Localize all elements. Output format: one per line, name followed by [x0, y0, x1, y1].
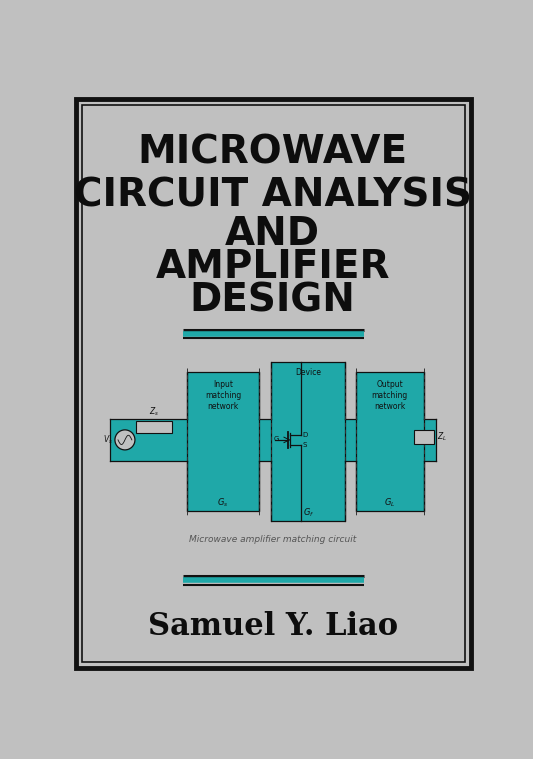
Text: $G_s$: $G_s$: [217, 497, 229, 509]
Bar: [271, 362, 345, 521]
Text: Microwave amplifier matching circuit: Microwave amplifier matching circuit: [189, 536, 357, 544]
Text: Input
matching
network: Input matching network: [205, 380, 241, 411]
Text: DESIGN: DESIGN: [190, 282, 356, 320]
Text: Samuel Y. Liao: Samuel Y. Liao: [148, 611, 398, 641]
Text: AMPLIFIER: AMPLIFIER: [156, 247, 390, 285]
Bar: [271, 362, 345, 521]
Text: CIRCUIT ANALYSIS: CIRCUIT ANALYSIS: [74, 176, 472, 214]
Text: $G_L$: $G_L$: [384, 497, 395, 509]
Text: $Z_L$: $Z_L$: [437, 430, 447, 443]
Text: Device: Device: [295, 368, 321, 377]
Text: $G_f$: $G_f$: [303, 507, 314, 519]
Text: S: S: [303, 442, 307, 449]
Bar: [110, 419, 436, 461]
Bar: [187, 372, 259, 511]
Text: D: D: [303, 432, 308, 437]
Bar: [187, 372, 259, 511]
Text: AND: AND: [225, 215, 320, 253]
Text: $Z_s$: $Z_s$: [149, 406, 159, 418]
Bar: [356, 372, 424, 511]
Text: Output
matching
network: Output matching network: [372, 380, 408, 411]
Text: G: G: [273, 436, 279, 442]
Circle shape: [115, 430, 135, 450]
Text: $V_s$: $V_s$: [103, 433, 114, 446]
Text: MICROWAVE: MICROWAVE: [138, 134, 408, 172]
Bar: [356, 372, 424, 511]
Bar: [136, 420, 172, 433]
Bar: [415, 430, 434, 444]
